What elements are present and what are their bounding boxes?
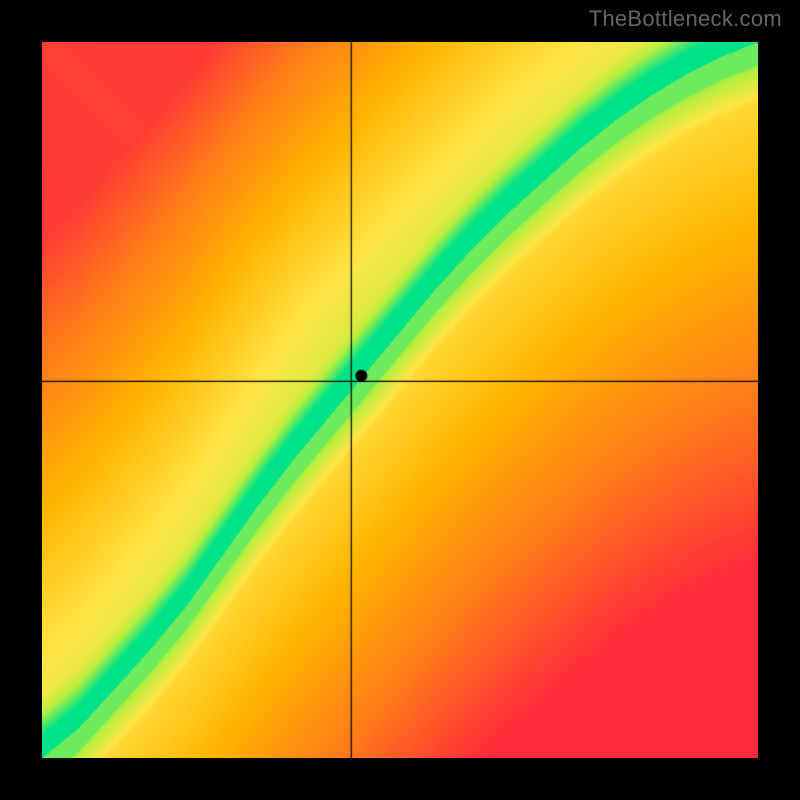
chart-container: TheBottleneck.com bbox=[0, 0, 800, 800]
watermark-text: TheBottleneck.com bbox=[589, 6, 782, 32]
heatmap-canvas bbox=[42, 42, 758, 758]
